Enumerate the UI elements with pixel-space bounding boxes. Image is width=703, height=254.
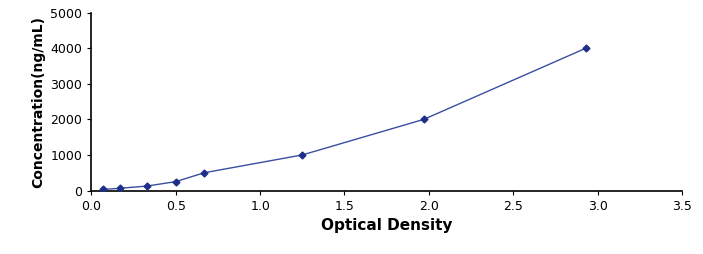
X-axis label: Optical Density: Optical Density — [321, 218, 453, 233]
Y-axis label: Concentration(ng/mL): Concentration(ng/mL) — [31, 15, 45, 188]
